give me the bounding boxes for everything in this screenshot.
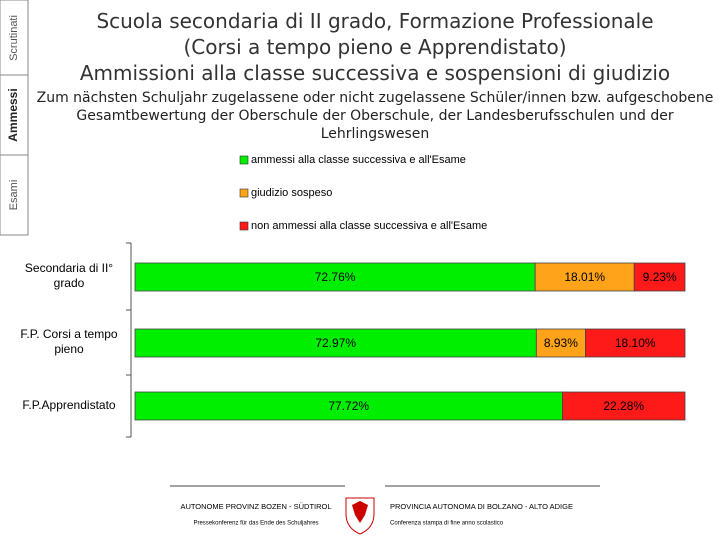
bar-segment <box>134 328 537 358</box>
value-label: 72.97% <box>315 336 356 350</box>
bar-segment <box>633 262 686 292</box>
bar-segment <box>534 262 635 292</box>
title-line: Scuola secondaria di II grado, Formazion… <box>96 9 654 33</box>
value-label: 77.72% <box>328 399 369 413</box>
bar-segment <box>585 328 686 358</box>
category-label: F.P.Apprendistato <box>22 398 116 412</box>
legend-swatch <box>239 188 249 198</box>
legend-label: giudizio sospeso <box>251 187 332 199</box>
value-label: 18.10% <box>615 336 656 350</box>
title-line: (Corsi a tempo pieno e Apprendistato) <box>183 35 567 59</box>
legend-label: ammessi alla classe successiva e all'Esa… <box>251 154 466 166</box>
category-label: Secondaria di II° grado <box>24 261 114 290</box>
value-label: 9.23% <box>643 270 677 284</box>
tab[interactable]: Scrutinati <box>8 15 20 61</box>
logo-eagle <box>352 501 368 523</box>
footer-text: Pressekonferenz für das Ende des Schulja… <box>193 521 318 527</box>
chart-subtitle: Zum nächsten Schuljahr zugelassene oder … <box>30 89 720 143</box>
category-label: F.P. Corsi a tempo pieno <box>20 327 118 356</box>
footer-text: AUTONOME PROVINZ BOZEN - SÜDTIROL <box>180 502 331 511</box>
footer-text: Conferenza stampa di fine anno scolastic… <box>390 521 504 527</box>
tab[interactable]: Esami <box>8 180 20 211</box>
title-line: Ammissioni alla classe successiva e sosp… <box>79 61 671 85</box>
legend-swatch <box>239 221 249 231</box>
value-label: 8.93% <box>544 336 578 350</box>
footer-text: PROVINCIA AUTONOMA DI BOLZANO - ALTO ADI… <box>390 502 573 511</box>
subtitle-line: Zum nächsten Schuljahr zugelassene oder … <box>36 90 714 106</box>
tab-active[interactable]: Ammessi <box>6 88 20 141</box>
chart-title: Scuola secondaria di II grado, Formazion… <box>30 8 720 86</box>
bar-segment <box>134 391 563 421</box>
value-label: 18.01% <box>564 270 605 284</box>
value-label: 72.76% <box>315 270 356 284</box>
subtitle-line: Gesamtbewertung der Oberschule der Obers… <box>76 108 674 142</box>
bar-segment <box>134 262 536 292</box>
value-label: 22.28% <box>603 399 644 413</box>
legend-swatch <box>239 155 249 165</box>
side-tabs <box>0 0 29 236</box>
bar-segment <box>562 391 686 421</box>
legend-label: non ammessi alla classe successiva e all… <box>251 220 487 232</box>
